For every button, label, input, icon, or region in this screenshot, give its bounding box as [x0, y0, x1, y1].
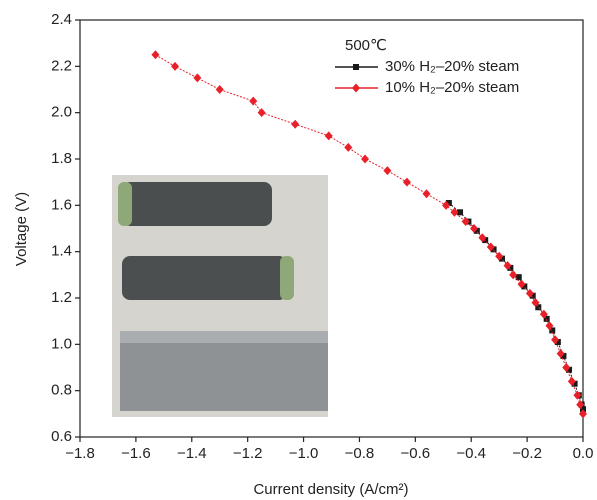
data-point	[445, 200, 452, 207]
data-point	[470, 224, 479, 233]
y-tick-label: 2.0	[51, 104, 72, 121]
x-tick-label: −1.4	[177, 445, 207, 462]
x-tick-label: −1.2	[233, 445, 263, 462]
data-point	[551, 335, 560, 345]
y-tick-label: 0.8	[51, 382, 72, 399]
legend-marker	[352, 83, 360, 93]
data-point	[554, 339, 561, 346]
data-point	[525, 288, 534, 298]
y-tick-label: 1.6	[51, 196, 72, 213]
inset-photo	[112, 175, 328, 417]
data-point	[422, 189, 431, 199]
data-point	[571, 380, 578, 387]
data-point	[539, 309, 548, 319]
data-point	[507, 264, 514, 271]
data-point	[291, 119, 300, 129]
data-point	[573, 390, 582, 400]
x-tick-label: −1.8	[65, 445, 95, 462]
legend-title: 500℃	[345, 37, 387, 54]
data-point	[545, 321, 554, 331]
data-point	[529, 292, 536, 299]
data-point	[515, 274, 522, 281]
data-point	[576, 400, 585, 410]
data-point	[344, 142, 353, 152]
y-axis-label: Voltage (V)	[13, 192, 30, 266]
data-point	[549, 327, 556, 334]
data-point	[478, 233, 487, 243]
data-point	[473, 227, 480, 234]
data-point	[495, 251, 504, 261]
data-point	[257, 108, 266, 118]
data-point	[193, 73, 202, 83]
data-point	[457, 209, 464, 216]
data-point	[490, 246, 497, 253]
y-tick-label: 0.6	[51, 428, 72, 445]
x-axis-label: Current density (A/cm²)	[253, 481, 408, 498]
x-tick-label: −0.6	[401, 445, 431, 462]
legend-label: 30% H₂–20% steam	[385, 58, 519, 75]
y-tick-label: 1.4	[51, 243, 72, 260]
data-point	[361, 154, 370, 164]
legend-marker	[353, 64, 359, 70]
x-tick-label: −0.8	[345, 445, 375, 462]
x-tick-label: −1.6	[121, 445, 151, 462]
data-point	[531, 298, 540, 308]
data-point	[509, 270, 518, 280]
data-point	[562, 363, 571, 372]
data-point	[171, 61, 180, 71]
data-point	[566, 366, 573, 373]
data-point	[498, 255, 505, 262]
data-point	[535, 304, 542, 311]
data-point	[579, 409, 587, 419]
data-point	[517, 279, 526, 289]
legend-label: 10% H₂–20% steam	[385, 79, 519, 96]
x-tick-label: −0.4	[456, 445, 486, 462]
data-point	[482, 237, 489, 244]
data-point	[324, 131, 333, 141]
data-point	[503, 261, 512, 271]
y-tick-label: 1.0	[51, 335, 72, 352]
series-line	[155, 54, 584, 414]
series-line	[448, 202, 584, 410]
data-point	[383, 166, 392, 176]
data-point	[543, 315, 550, 322]
data-point	[486, 242, 495, 252]
y-tick-label: 1.2	[51, 289, 72, 306]
y-tick-label: 2.2	[51, 57, 72, 74]
x-tick-label: 0.0	[573, 445, 594, 462]
x-tick-label: −0.2	[512, 445, 542, 462]
data-point	[521, 283, 528, 290]
data-point	[442, 200, 451, 210]
data-point	[151, 50, 160, 60]
data-point	[215, 85, 224, 94]
data-point	[556, 349, 565, 359]
data-point	[580, 406, 586, 413]
data-point	[402, 177, 411, 187]
y-tick-label: 1.8	[51, 150, 72, 167]
plot-frame	[79, 19, 584, 438]
data-point	[249, 96, 258, 106]
x-tick-label: −1.0	[289, 445, 319, 462]
y-tick-label: 2.4	[51, 11, 72, 28]
data-point	[461, 217, 470, 227]
data-point	[560, 352, 567, 359]
data-point	[567, 376, 576, 386]
data-point	[450, 207, 459, 217]
